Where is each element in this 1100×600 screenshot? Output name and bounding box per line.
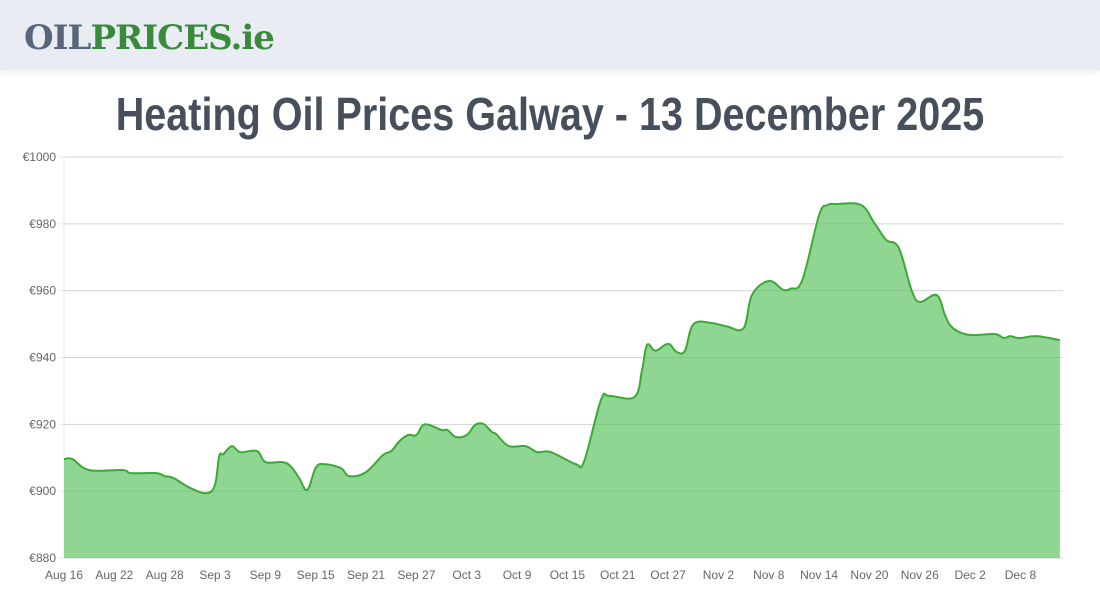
x-tick-label: Oct 3	[452, 568, 481, 582]
page-title: Heating Oil Prices Galway - 13 December …	[115, 88, 985, 140]
x-tick-label: Nov 20	[850, 568, 888, 582]
x-tick-label: Oct 27	[650, 568, 686, 582]
price-area-fill	[64, 203, 1060, 558]
x-tick-label: Aug 22	[95, 568, 133, 582]
x-tick-label: Oct 9	[503, 568, 532, 582]
x-tick-label: Sep 21	[347, 568, 385, 582]
x-tick-label: Nov 2	[703, 568, 735, 582]
x-tick-label: Aug 16	[45, 568, 83, 582]
x-tick-label: Dec 2	[954, 568, 986, 582]
site-logo[interactable]: OILPRICES.ie	[24, 18, 275, 58]
y-tick-label: €920	[29, 417, 56, 431]
x-tick-label: Nov 8	[753, 568, 785, 582]
chart-gridlines-overlay	[64, 156, 1063, 559]
logo-prices-text: PRICES.ie	[90, 18, 274, 58]
logo-oil-text: OIL	[24, 18, 91, 58]
x-axis: Aug 16 Aug 22 Aug 28 Sep 3 Sep 9 Sep 15 Sep 21…	[45, 568, 1036, 582]
x-tick-label: Sep 15	[297, 568, 335, 582]
price-line[interactable]	[63, 202, 1061, 495]
x-tick-label: Aug 28	[146, 568, 184, 582]
x-tick-label: Oct 15	[550, 568, 586, 582]
site-header: OILPRICES.ie	[0, 0, 1100, 70]
x-tick-label: Nov 14	[800, 568, 838, 582]
x-tick-label: Oct 21	[600, 568, 636, 582]
x-tick-label: Dec 8	[1005, 568, 1037, 582]
y-tick-label: €940	[29, 351, 56, 365]
y-tick-label: €960	[29, 284, 56, 298]
x-tick-label: Nov 26	[901, 568, 939, 582]
y-axis: €880 €900 €920 €940 €960 €980 €1000	[23, 150, 57, 565]
y-tick-label: €980	[29, 217, 56, 231]
y-tick-label: €900	[29, 484, 56, 498]
x-tick-label: Sep 27	[397, 568, 435, 582]
y-tick-label: €1000	[23, 150, 57, 164]
x-tick-label: Sep 9	[250, 568, 282, 582]
y-tick-label: €880	[29, 551, 56, 565]
x-tick-label: Sep 3	[199, 568, 231, 582]
